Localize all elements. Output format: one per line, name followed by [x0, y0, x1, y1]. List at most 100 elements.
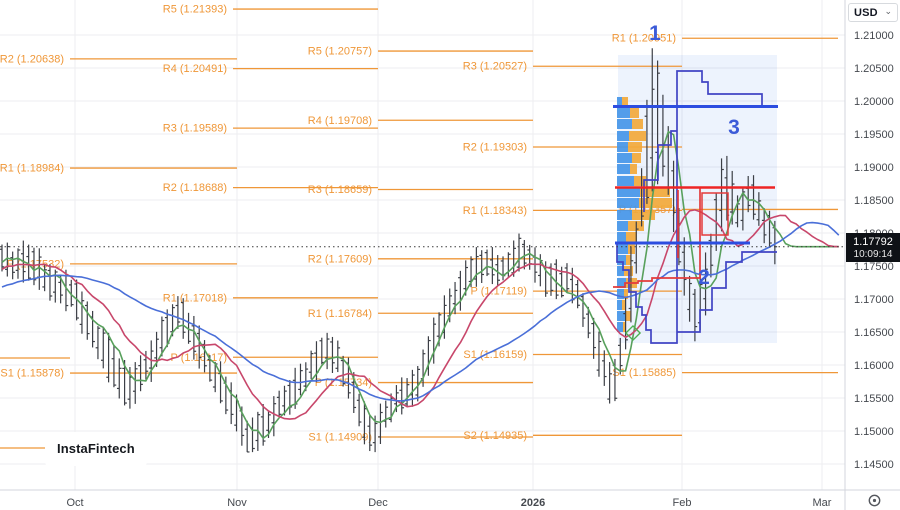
- ohlc-bar: [276, 390, 282, 418]
- wave-count-label: 3: [728, 116, 740, 139]
- ohlc-bar: [719, 158, 724, 232]
- ohlc-bar: [191, 315, 197, 360]
- time-axis-label: Mar: [813, 497, 832, 509]
- volume-profile-bar: [634, 176, 646, 186]
- volume-profile-bar: [622, 97, 628, 107]
- step-annotation: [677, 251, 777, 333]
- price-axis-label: 1.16000: [854, 360, 894, 372]
- signal-diamond-icon: [624, 324, 642, 342]
- axis-settings-button[interactable]: [858, 491, 890, 509]
- volume-profile-bar: [626, 255, 631, 265]
- price-axis-label: 1.18500: [854, 195, 894, 207]
- ohlc-bar: [404, 378, 410, 408]
- ohlc-bar: [761, 208, 767, 244]
- ohlc-bar: [122, 359, 127, 406]
- ohlc-bar: [175, 296, 181, 329]
- ohlc-bar: [756, 192, 762, 226]
- brand-logo: InstaFintech: [45, 432, 147, 466]
- ohlc-bar: [522, 240, 527, 270]
- step-annotation: [613, 188, 701, 288]
- moving-average-fast: [1, 130, 839, 440]
- ohlc-bar: [649, 48, 655, 192]
- volume-profile-bar: [640, 187, 670, 197]
- pivot-label: R3 (1.19589): [163, 123, 227, 135]
- ohlc-bar: [452, 281, 458, 315]
- volume-profile-bar: [617, 289, 624, 299]
- currency-dropdown-label: USD: [854, 6, 878, 19]
- ohlc-bar: [282, 385, 287, 416]
- pivot-label: R1 (1.17018): [163, 292, 227, 304]
- wave-count-label: 1: [649, 22, 661, 45]
- volume-profile-bar: [626, 311, 631, 321]
- ohlc-bar: [564, 263, 570, 293]
- volume-profile-bar: [639, 198, 672, 208]
- ohlc-bar: [84, 301, 90, 340]
- ohlc-bar: [95, 326, 101, 360]
- volume-profile-bar: [623, 322, 626, 332]
- volume-profile-bar: [632, 153, 641, 163]
- ohlc-bar: [196, 325, 202, 369]
- current-price-value: 1.17792: [853, 235, 893, 248]
- ohlc-bar: [356, 393, 362, 427]
- ohlc-bar: [474, 247, 479, 287]
- volume-profile-bar: [630, 108, 639, 118]
- currency-dropdown[interactable]: USD ⌄: [848, 3, 898, 22]
- volume-profile-bar: [628, 142, 642, 152]
- volume-profile-bar: [617, 232, 626, 242]
- price-axis-label: 1.20500: [854, 63, 894, 75]
- pivot-label: R4 (1.19708): [308, 115, 372, 127]
- time-axis-panel[interactable]: [0, 490, 845, 510]
- volume-profile-bar: [617, 108, 630, 118]
- volume-profile-bar: [617, 322, 623, 332]
- ohlc-bar: [575, 279, 580, 309]
- price-axis-label: 1.15000: [854, 426, 894, 438]
- ohlc-bar: [116, 358, 122, 399]
- ohlc-bar: [591, 317, 596, 359]
- pivot-label: S2 (1.14935): [463, 430, 527, 442]
- ohlc-bar: [463, 260, 469, 296]
- volume-profile-bar: [626, 232, 637, 242]
- price-axis-label: 1.15500: [854, 393, 894, 405]
- volume-profile-bar: [617, 278, 626, 288]
- ohlc-bar: [399, 377, 405, 415]
- ohlc-bar: [308, 350, 314, 380]
- chevron-down-icon: ⌄: [884, 5, 892, 16]
- ohlc-bar: [623, 296, 628, 350]
- ohlc-bar: [180, 298, 186, 339]
- ohlc-bar: [324, 332, 330, 370]
- ohlc-bar: [751, 175, 756, 220]
- time-axis-label: Feb: [673, 497, 692, 509]
- wave-count-label: 2: [698, 266, 710, 289]
- pivot-label: R4 (1.20491): [163, 63, 227, 75]
- ohlc-bar: [633, 221, 639, 274]
- ohlc-bar: [0, 244, 5, 272]
- pivot-label: R2 (1.20638): [0, 53, 64, 65]
- volume-profile-bar: [624, 289, 628, 299]
- candlestick-series: [0, 48, 778, 453]
- ohlc-bar: [484, 249, 490, 277]
- rect-annotation: [701, 192, 729, 236]
- time-axis-label: Nov: [227, 497, 247, 509]
- volume-profile-bar: [617, 300, 622, 310]
- time-axis-label: Dec: [368, 497, 388, 509]
- ohlc-bar: [740, 188, 746, 231]
- ohlc-bar: [495, 255, 500, 286]
- volume-profile-bar: [617, 255, 626, 265]
- price-axis-label: 1.17000: [854, 294, 894, 306]
- pivot-label: R2 (1.19303): [463, 142, 527, 154]
- ohlc-bar: [490, 247, 495, 285]
- price-axis-label: 1.20000: [854, 96, 894, 108]
- volume-profile-bar: [617, 164, 630, 174]
- pivot-label: R1 (1.20951): [612, 33, 676, 45]
- price-axis-label: 1.16500: [854, 327, 894, 339]
- gear-icon: [868, 494, 880, 506]
- ohlc-bar: [580, 293, 586, 327]
- pivot-label: R2 (1.18688): [163, 182, 227, 194]
- current-price-tag: 1.17792 10:09:14: [846, 233, 900, 262]
- ohlc-bar: [303, 362, 309, 392]
- volume-profile-bar: [622, 300, 625, 310]
- volume-profile-bar: [617, 131, 629, 141]
